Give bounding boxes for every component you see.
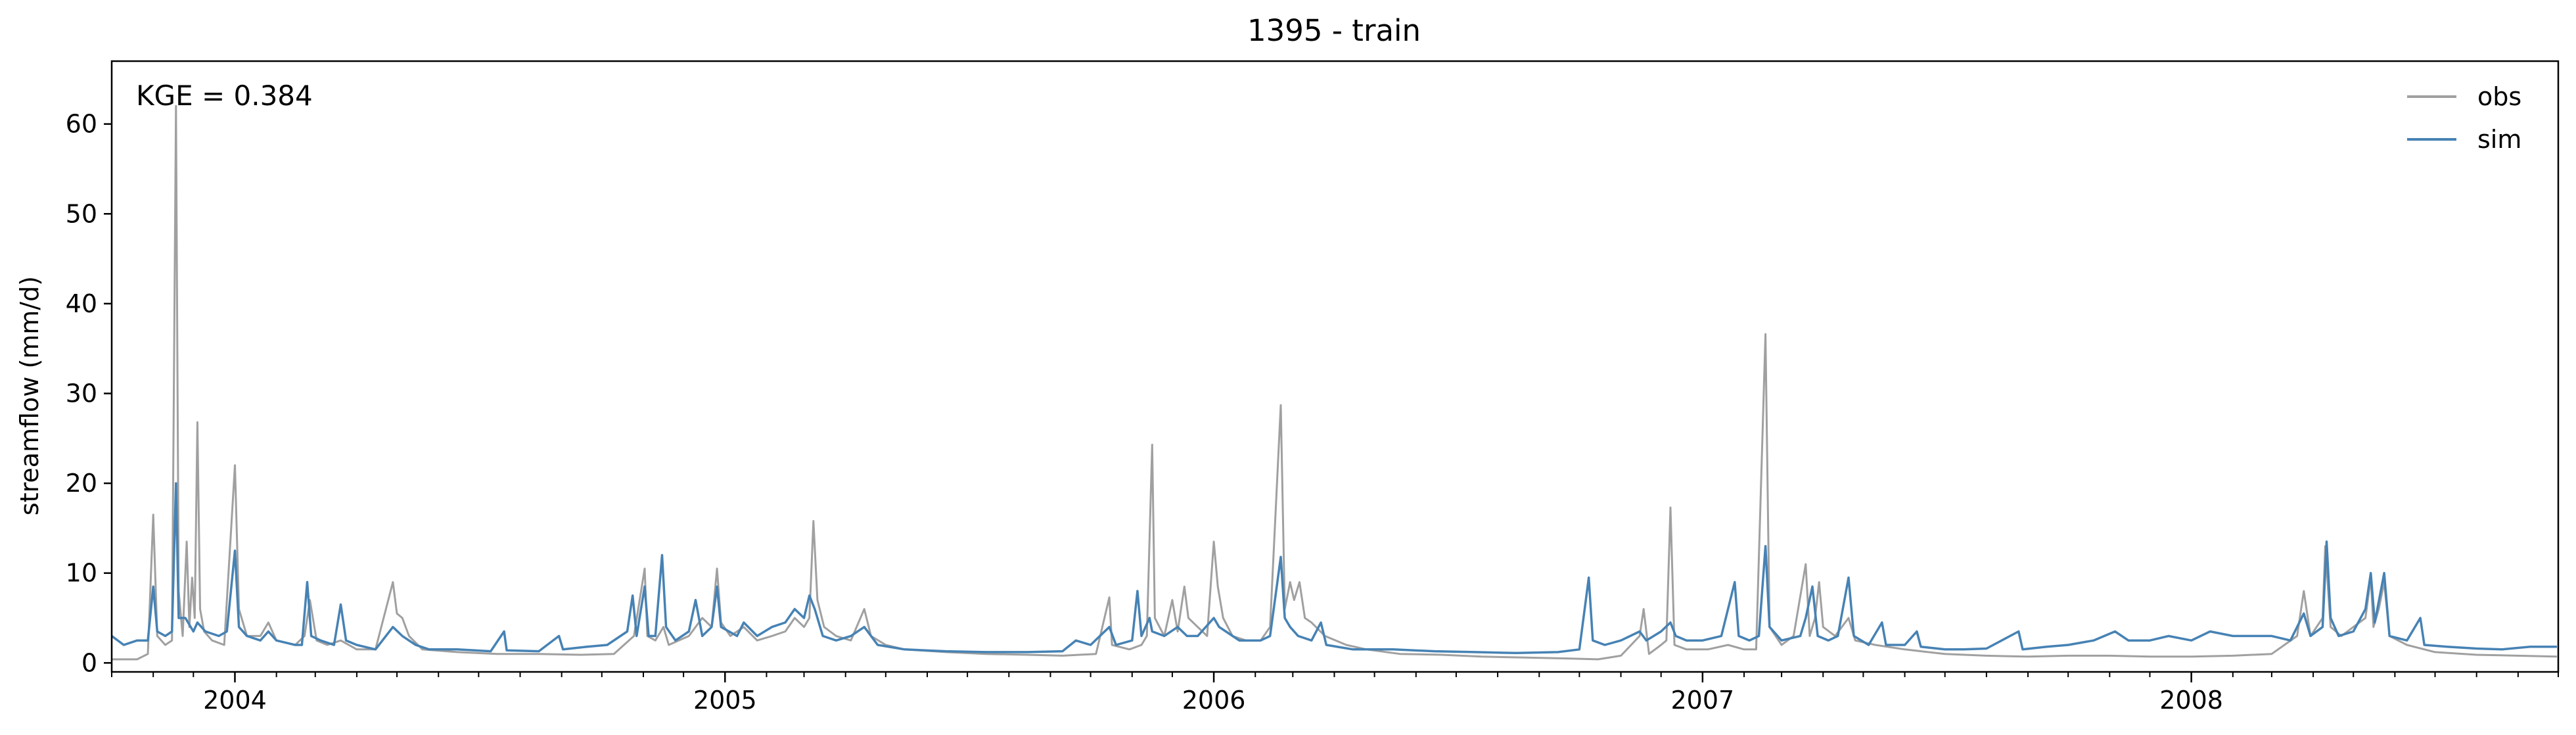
chart-title: 1395 - train — [1247, 13, 1421, 48]
axis-ticks: 0 10 20 30 40 50 60 2004 2005 2006 2007 2008 — [66, 110, 2559, 715]
legend-sim-label: sim — [2477, 125, 2521, 154]
x-tick-label: 2008 — [2159, 686, 2223, 715]
y-axis-label: streamflow (mm/d) — [15, 276, 44, 515]
legend-obs-label: obs — [2477, 82, 2521, 111]
y-tick-label: 10 — [66, 559, 97, 588]
x-tick-label: 2006 — [1182, 686, 1246, 715]
series-line-sim — [110, 482, 2557, 655]
legend: obs sim — [2407, 82, 2521, 154]
y-tick-label: 50 — [66, 199, 97, 228]
series-layer — [110, 105, 2558, 661]
x-tick-label: 2004 — [203, 686, 267, 715]
y-tick-label: 0 — [81, 648, 97, 677]
y-tick-label: 60 — [66, 110, 97, 139]
plot-frame — [110, 60, 2560, 673]
y-tick-label: 20 — [66, 469, 97, 498]
series-line-obs — [112, 105, 2558, 661]
kge-annotation: KGE = 0.384 — [136, 80, 313, 112]
x-tick-label: 2005 — [693, 686, 757, 715]
y-tick-label: 40 — [66, 289, 97, 318]
x-tick-label: 2007 — [1671, 686, 1735, 715]
y-tick-label: 30 — [66, 379, 97, 408]
